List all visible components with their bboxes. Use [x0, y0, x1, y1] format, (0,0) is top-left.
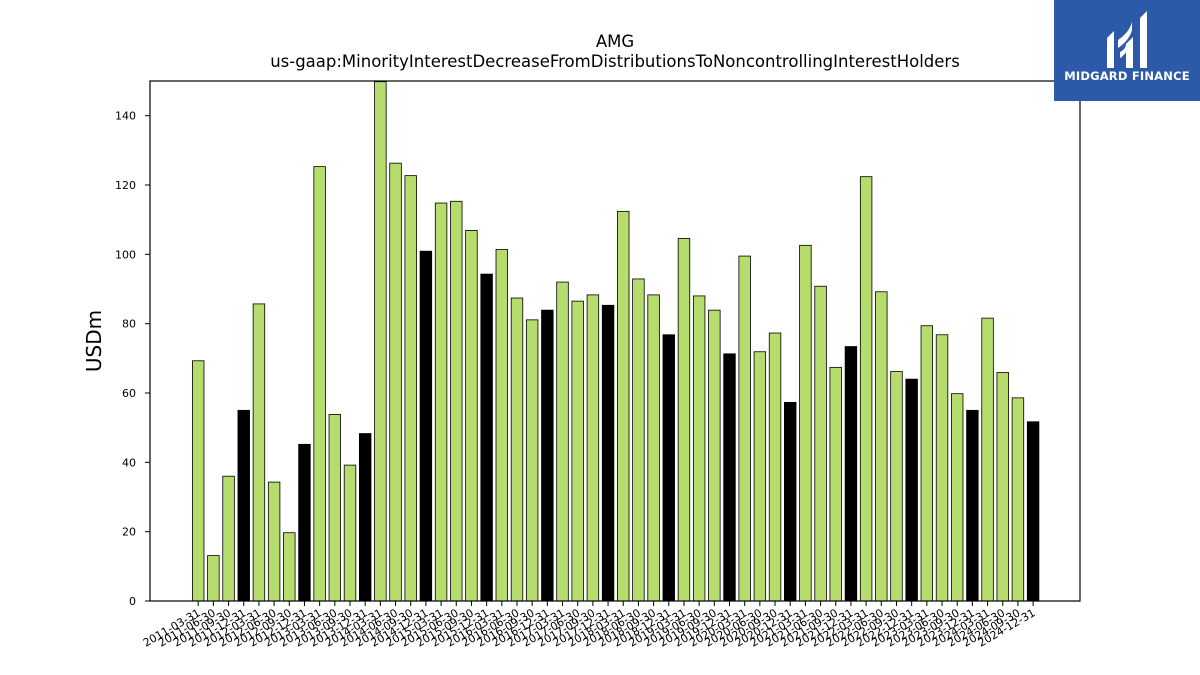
bar-2014-03-31 [374, 81, 387, 602]
bar-2013-12-31 [358, 433, 372, 602]
y-tick-label: 0 [129, 595, 136, 608]
bar-2016-06-30 [510, 297, 524, 602]
chart-subtitle: us-gaap:MinorityInterestDecreaseFromDist… [270, 52, 960, 71]
bar-2023-06-30 [935, 334, 949, 602]
brand-logo: MIDGARD FINANCE [1054, 0, 1200, 101]
bar-2014-06-30 [389, 162, 402, 602]
bar-2013-03-31 [313, 166, 326, 602]
bar-2018-06-30 [632, 278, 645, 602]
bar-2015-03-31 [434, 202, 448, 602]
bar-2021-06-30 [814, 285, 827, 602]
logo-mark-icon [1054, 0, 1200, 101]
bar-2015-09-30 [465, 230, 478, 602]
bar-2024-09-30 [1011, 397, 1025, 602]
bar-2012-09-30 [283, 532, 296, 602]
y-axis-label: USDm [82, 310, 106, 372]
y-tick-label: 60 [122, 387, 136, 400]
bar-2022-09-30 [890, 371, 903, 602]
bar-2015-06-30 [450, 200, 463, 602]
bar-2011-03-31 [191, 360, 205, 602]
bar-2024-03-31 [981, 317, 994, 602]
bar-2020-06-30 [753, 351, 767, 602]
bar-2022-06-30 [875, 291, 888, 602]
y-tick-label: 100 [115, 248, 136, 261]
bar-2024-12-31 [1026, 421, 1040, 602]
y-tick-label: 40 [122, 456, 136, 469]
bar-2012-06-30 [267, 481, 281, 602]
bar-2011-09-30 [222, 475, 235, 602]
chart-title: AMG [595, 32, 635, 51]
bar-2021-12-31 [844, 346, 858, 602]
bar-2015-12-31 [480, 273, 493, 602]
bar-2014-12-31 [419, 250, 433, 602]
bar-2017-12-31 [601, 304, 615, 602]
bar-2011-06-30 [207, 555, 220, 602]
bar-2017-09-30 [586, 294, 600, 602]
bar-2016-09-30 [525, 319, 539, 602]
bar-2023-12-31 [966, 409, 979, 602]
bar-2016-12-31 [541, 309, 554, 602]
bar-2013-06-30 [328, 414, 342, 602]
bar-2019-06-30 [692, 295, 706, 602]
bar-2013-09-30 [343, 464, 357, 602]
bar-2022-12-31 [905, 378, 918, 602]
plot-frame [149, 80, 1081, 602]
brand-name: MIDGARD FINANCE [1064, 69, 1190, 83]
bar-2022-03-31 [859, 176, 873, 602]
chart-title-block: AMG us-gaap:MinorityInterestDecreaseFrom… [150, 32, 1080, 72]
bar-2017-06-30 [571, 300, 584, 602]
bar-2012-03-31 [252, 303, 266, 602]
bar-2024-06-30 [996, 372, 1009, 602]
bar-2016-03-31 [495, 249, 509, 602]
y-tick-label: 140 [115, 110, 136, 123]
bar-2019-09-30 [708, 309, 721, 602]
bar-2020-12-31 [784, 401, 797, 602]
bar-2020-09-30 [768, 332, 782, 602]
bar-2017-03-31 [556, 281, 569, 602]
bar-2011-12-31 [237, 409, 250, 602]
x-axis: 2011-03-312011-06-302011-09-302011-12-31… [141, 601, 1038, 650]
bar-2021-09-30 [829, 366, 842, 602]
bars-group [191, 81, 1040, 602]
bar-2020-03-31 [738, 255, 751, 602]
bar-2018-03-31 [617, 210, 630, 602]
bar-2023-03-31 [920, 325, 934, 602]
bar-2019-03-31 [677, 237, 691, 602]
bar-2023-09-30 [951, 393, 964, 602]
y-axis: 0 20 40 60 80 100 120 140 [115, 110, 150, 608]
bar-2018-12-31 [662, 334, 675, 602]
bar-2021-03-31 [799, 244, 812, 602]
bar-2012-12-31 [298, 443, 311, 602]
bar-2014-09-30 [404, 175, 417, 602]
y-tick-label: 120 [115, 179, 136, 192]
bar-2018-09-30 [647, 294, 660, 602]
y-tick-label: 20 [122, 526, 136, 539]
bar-2019-12-31 [723, 353, 736, 602]
y-tick-label: 80 [122, 318, 136, 331]
